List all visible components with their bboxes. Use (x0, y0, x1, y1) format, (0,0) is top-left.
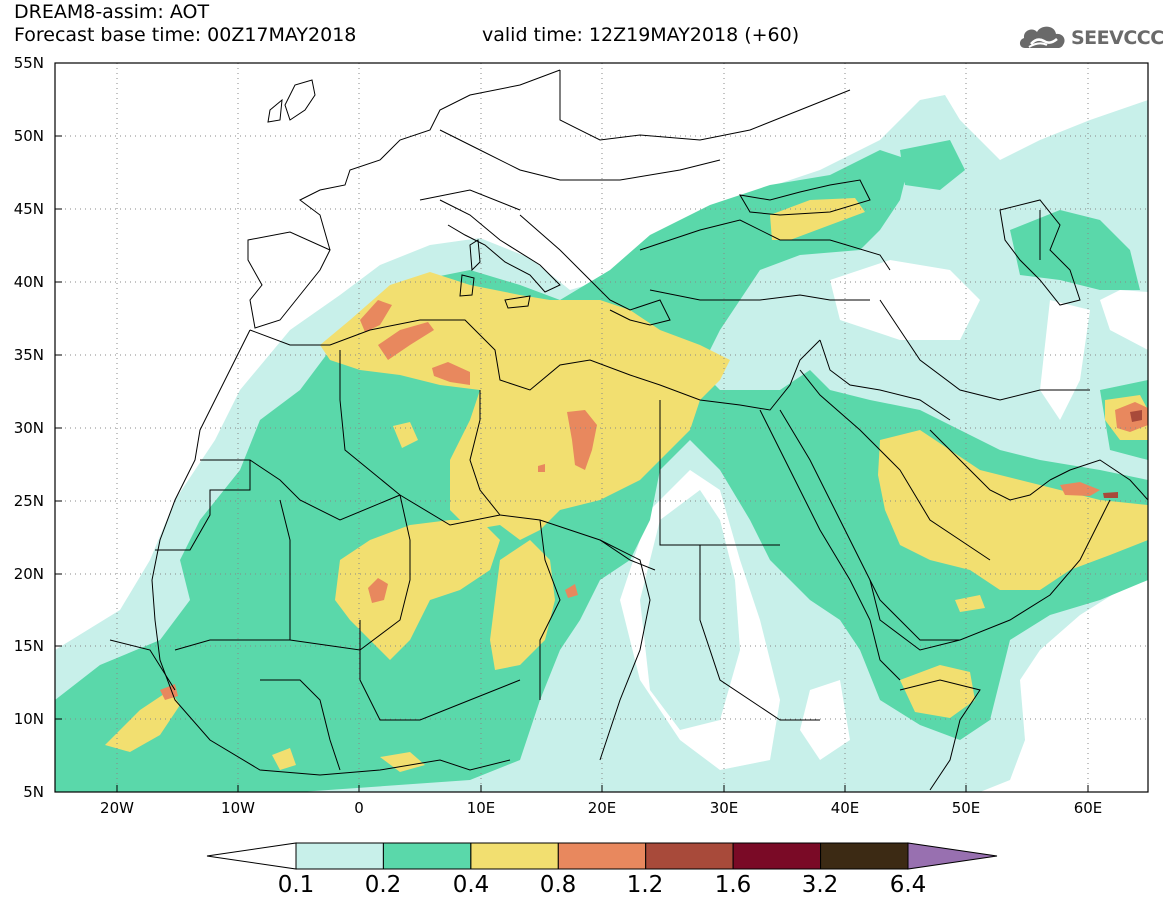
colorbar-label: 1.2 (626, 872, 664, 898)
colorbar-label: 0.8 (539, 872, 577, 898)
lon-tick-label: 50E (951, 799, 981, 817)
aot-contour-0.8 (360, 300, 392, 332)
colorbar-label: 1.6 (714, 872, 752, 898)
seevccc-logo: SEEVCCC (1017, 20, 1164, 60)
valid-time: valid time: 12Z19MAY2018 (+60) (482, 24, 800, 46)
lon-tick-label: 60E (1073, 799, 1103, 817)
lat-tick-label: 30N (13, 419, 44, 437)
colorbar-label: 0.1 (277, 872, 315, 898)
graticule (55, 63, 1148, 792)
logo-text: SEEVCCC (1071, 27, 1164, 49)
lon-tick-label: 30E (709, 799, 739, 817)
lat-tick-label: 55N (13, 54, 44, 72)
lat-tick-label: 25N (13, 492, 44, 510)
colorbar-label: 6.4 (889, 872, 927, 898)
forecast-base-time: Forecast base time: 00Z17MAY2018 (14, 24, 357, 46)
lon-tick-label: 20W (100, 799, 134, 817)
lat-tick-label: 20N (13, 565, 44, 583)
colorbar-label: 0.4 (452, 872, 490, 898)
coastlines (109, 69, 1148, 791)
lat-tick-label: 40N (13, 273, 44, 291)
lon-tick-label: 10W (221, 799, 255, 817)
aot-contour-0.4 (320, 272, 730, 540)
cloud-logo-icon (1019, 26, 1065, 48)
lon-tick-label: 40E (830, 799, 860, 817)
lat-tick-label: 10N (13, 710, 44, 728)
colorbar-label: 0.2 (364, 872, 402, 898)
lat-tick-label: 5N (23, 783, 44, 801)
lat-tick-label: 35N (13, 346, 44, 364)
lon-tick-label: 0 (354, 799, 364, 817)
lon-tick-label: 20E (587, 799, 617, 817)
colorbar-label: 3.2 (801, 872, 839, 898)
lon-tick-label: 10E (466, 799, 496, 817)
lat-tick-label: 45N (13, 200, 44, 218)
map-title: DREAM8-assim: AOT (14, 1, 210, 23)
lat-tick-label: 50N (13, 127, 44, 145)
lat-tick-label: 15N (13, 637, 44, 655)
